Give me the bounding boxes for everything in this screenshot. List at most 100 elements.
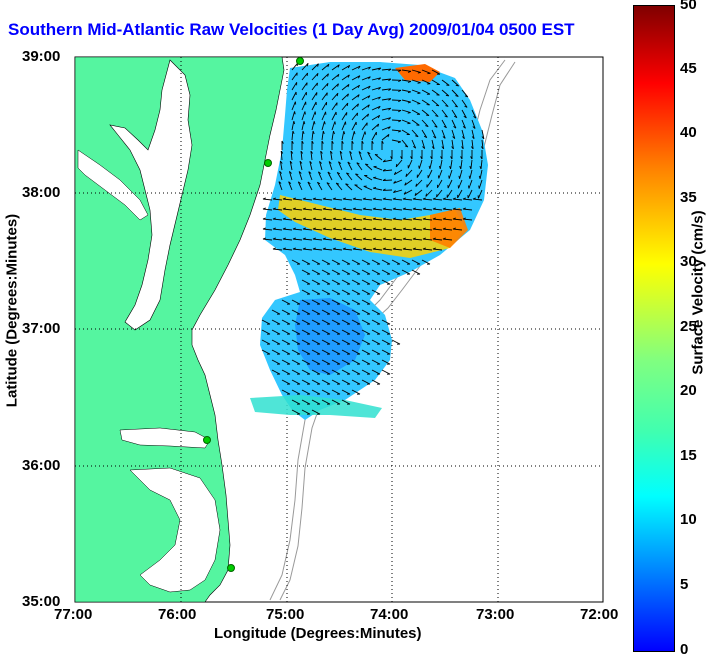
velocity-vector-arrowhead [307, 181, 311, 185]
velocity-vector-arrow [361, 113, 369, 121]
velocity-vector-arrowhead [441, 146, 445, 150]
velocity-vector-arrow [271, 349, 281, 355]
velocity-vector-arrowhead [452, 207, 456, 210]
velocity-vector-arrow [382, 169, 393, 172]
velocity-vector-arrow [349, 151, 353, 161]
velocity-vector-arrowhead [464, 105, 468, 108]
velocity-vector-arrowhead [398, 130, 402, 133]
velocity-vector-arrow [301, 409, 311, 415]
velocity-vector-arrow [371, 349, 381, 355]
velocity-vector-arrowhead [302, 207, 306, 210]
velocity-vector-arrow [421, 99, 430, 106]
velocity-vector-arrowhead [372, 207, 376, 210]
velocity-vector-arrow [432, 218, 443, 221]
velocity-vector-arrowhead [352, 227, 356, 230]
velocity-vector-arrowhead [422, 146, 426, 149]
velocity-vector-arrowhead [382, 159, 386, 163]
velocity-vector-arrow [381, 359, 391, 365]
velocity-vector-arrowhead [332, 247, 336, 250]
velocity-vector-arrow [292, 238, 303, 241]
velocity-vector-arrowhead [352, 237, 356, 240]
velocity-vector-arrow [262, 208, 273, 211]
velocity-vector-arrow [421, 119, 429, 127]
velocity-vector-arrow [311, 63, 319, 71]
velocity-vector-arrow [351, 329, 361, 335]
velocity-vector-arrow [361, 76, 371, 81]
velocity-vector-arrow [381, 68, 392, 71]
velocity-vector-arrowhead [422, 227, 426, 230]
velocity-vector-arrow [351, 379, 361, 385]
velocity-vector-arrow [425, 189, 433, 197]
velocity-vector-arrow [321, 349, 331, 355]
velocity-vector-arrow [298, 171, 303, 181]
velocity-vector-arrow [321, 309, 331, 315]
velocity-vector-arrow [462, 218, 473, 221]
velocity-vector-arrow [391, 259, 401, 265]
velocity-vector-arrow [311, 299, 321, 305]
velocity-vector-arrow [331, 279, 341, 285]
velocity-vector-arrow [322, 228, 333, 231]
velocity-vector-arrow [411, 119, 420, 126]
velocity-vector-arrow [281, 379, 291, 385]
velocity-vector-arrowhead [430, 156, 433, 160]
velocity-vector-arrow [302, 238, 313, 241]
velocity-vector-arrow [479, 169, 483, 179]
velocity-vector-arrowhead [412, 247, 416, 250]
velocity-vector-arrowhead [431, 146, 435, 150]
velocity-vector-arrow [422, 228, 433, 231]
velocity-vector-arrow [381, 107, 391, 111]
y-tick-label: 39:00 [22, 48, 61, 65]
velocity-vector-arrow [332, 248, 343, 251]
velocity-vector-arrow [381, 369, 391, 375]
velocity-vector-arrow [451, 109, 458, 118]
velocity-vector-arrowhead [413, 146, 416, 149]
velocity-vector-arrowhead [382, 168, 386, 172]
velocity-vector-arrow [331, 64, 340, 71]
velocity-vector-arrowhead [404, 145, 408, 148]
velocity-vector-arrow [382, 228, 393, 231]
velocity-vector-arrow [451, 119, 457, 129]
velocity-vector-arrow [363, 185, 373, 191]
velocity-vector-arrow [361, 104, 370, 111]
velocity-vector-arrow [441, 119, 447, 129]
velocity-vector-arrowhead [282, 247, 286, 250]
velocity-vector-arrow [321, 339, 331, 345]
velocity-vector-arrow [361, 259, 371, 265]
velocity-vector-arrowhead [326, 182, 330, 185]
velocity-vector-arrow [301, 299, 311, 305]
velocity-vector-arrow [281, 359, 291, 365]
velocity-vector-arrow [290, 150, 293, 161]
velocity-vector-arrow [301, 121, 305, 131]
velocity-vector-arrow [291, 309, 301, 315]
velocity-vector-arrowhead [362, 217, 366, 220]
velocity-vector-arrow [300, 151, 303, 161]
velocity-vector-arrow [282, 228, 293, 231]
velocity-vector-arrowhead [388, 117, 392, 121]
potomac-river [77, 149, 149, 221]
velocity-vector-arrow [291, 349, 301, 355]
velocity-vector-arrow [351, 389, 361, 395]
velocity-vector-arrow [351, 269, 361, 275]
velocity-vector-arrowhead [440, 156, 443, 160]
velocity-vector-arrow [312, 208, 323, 211]
velocity-vector-arrowhead [432, 217, 436, 220]
velocity-vector-arrowhead [426, 114, 430, 117]
velocity-vector-arrow [371, 96, 381, 101]
velocity-vector-arrow [416, 169, 423, 178]
velocity-vector-arrow [362, 238, 373, 241]
velocity-vector-arrow [461, 139, 464, 149]
velocity-vector-arrowhead [442, 227, 446, 230]
velocity-vector-arrowhead [357, 84, 360, 89]
velocity-vector-arrow [272, 228, 283, 231]
velocity-vector-arrowhead [473, 116, 477, 119]
velocity-vector-arrow [441, 89, 450, 97]
velocity-vector-arrowhead [336, 93, 339, 97]
velocity-vector-arrow [374, 154, 383, 161]
y-tick-label: 36:00 [22, 457, 61, 474]
velocity-vector-arrowhead [337, 83, 339, 87]
velocity-vector-arrowhead [412, 207, 416, 210]
velocity-vector-arrow [312, 228, 323, 231]
velocity-vector-arrow [371, 279, 381, 285]
velocity-vector-arrow [361, 131, 366, 141]
